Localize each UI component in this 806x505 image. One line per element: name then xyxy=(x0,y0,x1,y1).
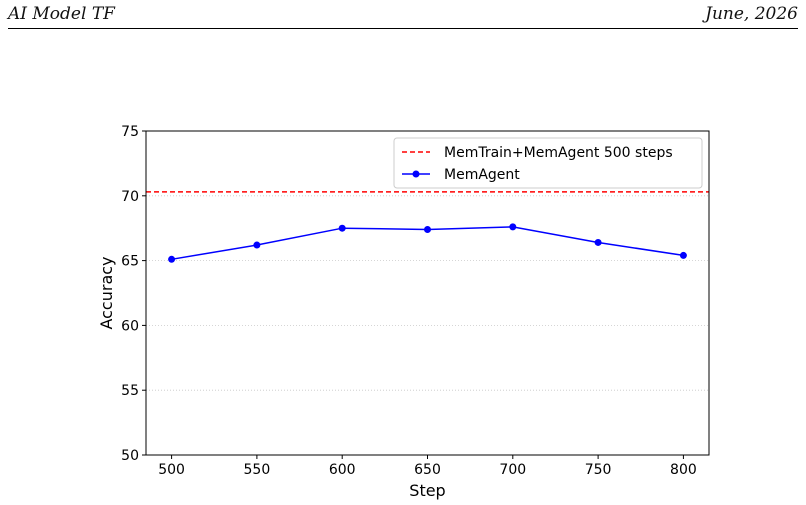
x-tick-label: 500 xyxy=(158,462,185,478)
x-tick-label: 800 xyxy=(670,462,697,478)
legend-box xyxy=(393,137,703,189)
data-point xyxy=(253,241,261,249)
data-point xyxy=(594,238,602,246)
grid-lines xyxy=(146,195,709,391)
legend-series-marker xyxy=(412,170,420,178)
y-tick-label: 55 xyxy=(121,383,139,399)
x-tick-label: 600 xyxy=(329,462,356,478)
x-axis-ticks: 500 550 600 650 700 750 800 xyxy=(158,455,697,478)
x-tick-label: 750 xyxy=(585,462,612,478)
legend: MemTrain+MemAgent 500 steps MemAgent xyxy=(393,137,703,189)
y-axis-label: Accuracy xyxy=(97,256,116,329)
series-layer xyxy=(168,223,687,263)
data-point xyxy=(509,223,517,231)
x-tick-label: 550 xyxy=(244,462,271,478)
legend-series-label: MemAgent xyxy=(444,167,520,183)
data-point xyxy=(679,251,687,259)
y-tick-label: 65 xyxy=(121,254,139,270)
data-point xyxy=(424,225,431,233)
data-point xyxy=(338,224,346,232)
header-date: June, 2026 xyxy=(705,4,798,24)
data-point xyxy=(168,255,176,263)
y-axis-ticks: 50 55 60 65 70 75 xyxy=(121,124,146,464)
y-tick-label: 70 xyxy=(121,189,139,205)
page-header: AI Model TF June, 2026 xyxy=(8,0,798,29)
x-axis-label: Step xyxy=(409,481,445,500)
header-title: AI Model TF xyxy=(8,4,115,24)
y-tick-label: 75 xyxy=(121,124,139,140)
legend-ref-label: MemTrain+MemAgent 500 steps xyxy=(444,145,673,161)
y-tick-label: 50 xyxy=(121,448,139,464)
x-tick-label: 650 xyxy=(414,462,441,478)
y-tick-label: 60 xyxy=(121,318,139,334)
x-tick-label: 700 xyxy=(499,462,526,478)
